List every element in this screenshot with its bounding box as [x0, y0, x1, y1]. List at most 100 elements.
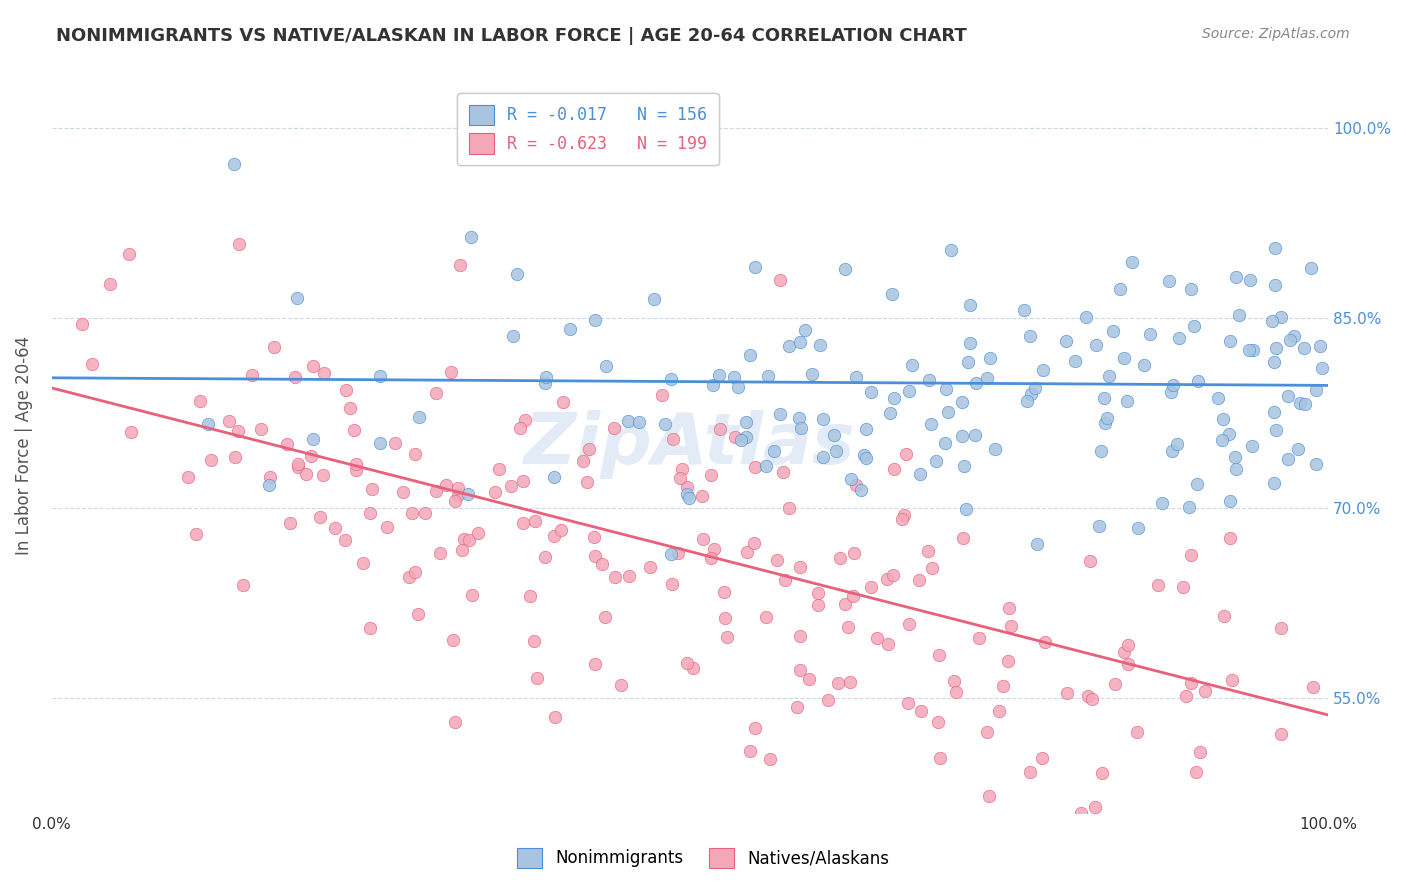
Point — [953, 458, 976, 473]
Point — [534, 370, 557, 384]
Point — [724, 430, 747, 444]
Point — [259, 469, 281, 483]
Point — [678, 491, 700, 505]
Point — [1277, 389, 1299, 403]
Point — [738, 744, 761, 758]
Point — [232, 578, 254, 592]
Point — [950, 429, 973, 443]
Point — [735, 545, 758, 559]
Point — [1112, 351, 1135, 366]
Point — [398, 570, 420, 584]
Point — [361, 482, 384, 496]
Point — [882, 568, 904, 582]
Point — [924, 454, 946, 468]
Point — [429, 546, 451, 560]
Point — [1286, 442, 1309, 456]
Point — [786, 700, 808, 714]
Point — [700, 467, 723, 482]
Point — [1213, 608, 1236, 623]
Point — [1211, 434, 1233, 448]
Point — [1206, 391, 1229, 405]
Text: NONIMMIGRANTS VS NATIVE/ALASKAN IN LABOR FORCE | AGE 20-64 CORRELATION CHART: NONIMMIGRANTS VS NATIVE/ALASKAN IN LABOR… — [56, 27, 967, 45]
Point — [716, 630, 738, 644]
Point — [98, 277, 121, 291]
Point — [977, 789, 1000, 804]
Point — [583, 312, 606, 326]
Point — [890, 511, 912, 525]
Point — [759, 752, 782, 766]
Point — [484, 485, 506, 500]
Point — [1219, 493, 1241, 508]
Point — [515, 412, 537, 426]
Point — [845, 478, 868, 492]
Point — [582, 530, 605, 544]
Point — [1299, 260, 1322, 275]
Point — [1070, 805, 1092, 820]
Point — [755, 458, 778, 473]
Point — [1265, 341, 1288, 355]
Point — [222, 157, 245, 171]
Point — [765, 553, 787, 567]
Point — [957, 354, 980, 368]
Point — [910, 705, 932, 719]
Point — [449, 258, 471, 272]
Point — [834, 262, 856, 277]
Point — [941, 243, 963, 257]
Point — [1277, 452, 1299, 467]
Point — [865, 631, 887, 645]
Point — [439, 366, 461, 380]
Point — [1126, 521, 1149, 535]
Point — [700, 550, 723, 565]
Point — [344, 463, 367, 477]
Point — [1219, 531, 1241, 545]
Point — [617, 568, 640, 582]
Point — [200, 453, 222, 467]
Point — [509, 420, 531, 434]
Point — [1264, 423, 1286, 437]
Point — [425, 386, 447, 401]
Point — [240, 368, 263, 383]
Point — [228, 236, 250, 251]
Point — [447, 488, 470, 502]
Point — [184, 526, 207, 541]
Point — [1212, 411, 1234, 425]
Point — [744, 721, 766, 735]
Point — [408, 409, 430, 424]
Point — [519, 589, 541, 603]
Point — [1077, 689, 1099, 703]
Point — [512, 475, 534, 489]
Point — [1167, 331, 1189, 345]
Point — [257, 477, 280, 491]
Point — [1225, 462, 1247, 476]
Point — [1094, 416, 1116, 430]
Point — [572, 454, 595, 468]
Point — [1180, 282, 1202, 296]
Point — [1095, 411, 1118, 425]
Point — [368, 369, 391, 384]
Point — [558, 321, 581, 335]
Point — [787, 411, 810, 425]
Point — [845, 370, 868, 384]
Point — [666, 546, 689, 560]
Point — [627, 415, 650, 429]
Point — [323, 521, 346, 535]
Point — [302, 359, 325, 373]
Point — [727, 379, 749, 393]
Point — [1264, 241, 1286, 255]
Point — [197, 417, 219, 432]
Point — [703, 542, 725, 557]
Point — [177, 470, 200, 484]
Point — [425, 484, 447, 499]
Point — [993, 680, 1015, 694]
Point — [965, 428, 987, 442]
Point — [575, 475, 598, 489]
Point — [813, 450, 835, 464]
Point — [807, 598, 830, 612]
Point — [702, 378, 724, 392]
Point — [1185, 765, 1208, 780]
Point — [1219, 334, 1241, 349]
Point — [226, 424, 249, 438]
Point — [1033, 635, 1056, 649]
Y-axis label: In Labor Force | Age 20-64: In Labor Force | Age 20-64 — [15, 335, 32, 555]
Point — [810, 337, 832, 351]
